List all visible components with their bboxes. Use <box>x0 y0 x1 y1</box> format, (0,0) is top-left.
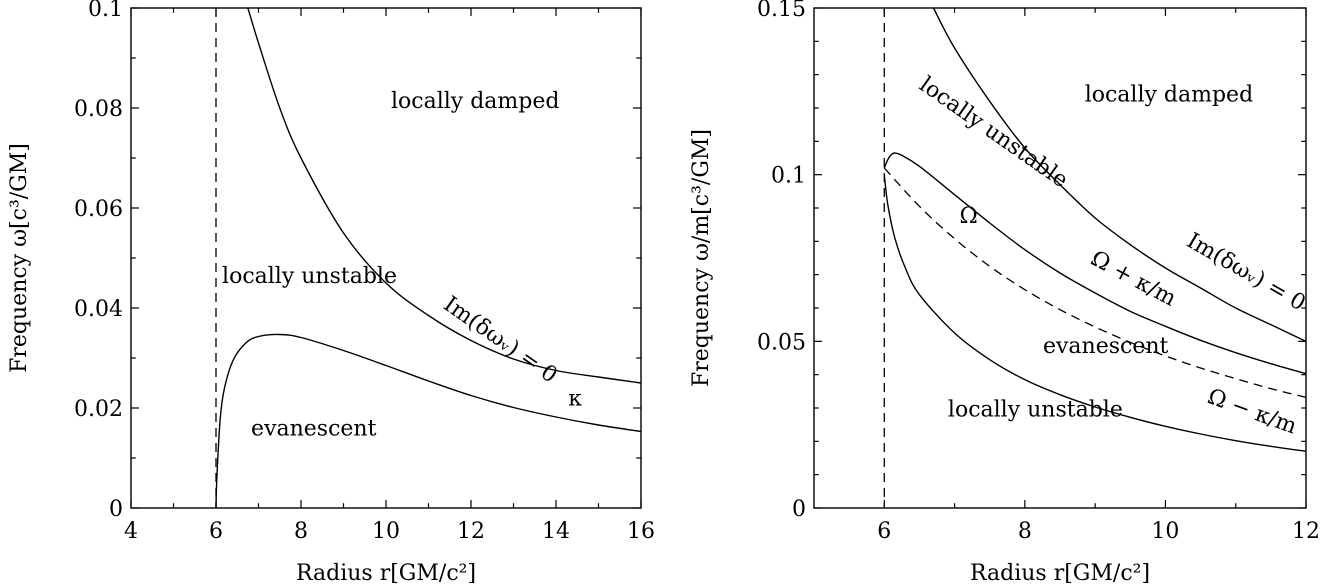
y-tick-label: 0.1 <box>771 164 806 189</box>
y-tick-label: 0 <box>109 497 123 522</box>
annotation-label: locally unstable <box>948 397 1123 422</box>
x-tick-label: 6 <box>209 519 223 544</box>
x-tick-label: 6 <box>877 519 891 544</box>
x-tick-label: 16 <box>627 519 655 544</box>
y-axis-label: Frequency ω/m[c³/GM] <box>689 129 714 387</box>
annotation-label: Im(δωᵥ) = 0 <box>1182 228 1309 316</box>
series-line-3 <box>883 174 1307 453</box>
annotation-label: evanescent <box>251 417 377 442</box>
annotation-label: locally damped <box>391 89 559 114</box>
annotation-label: κ <box>568 387 582 412</box>
series-line-0 <box>932 7 1307 342</box>
x-axis-label: Radius r[GM/c²] <box>970 561 1150 586</box>
plot-frame <box>813 7 1307 509</box>
y-tick-label: 0 <box>792 497 806 522</box>
x-axis-label: Radius r[GM/c²] <box>296 561 476 586</box>
series-line-1 <box>215 333 642 509</box>
x-tick-label: 14 <box>542 519 570 544</box>
x-tick-label: 8 <box>1018 519 1032 544</box>
annotation-label: Im(δωᵥ) = 0 <box>439 292 562 388</box>
x-tick-label: 8 <box>294 519 308 544</box>
x-tick-label: 4 <box>124 519 138 544</box>
plot-frame <box>130 7 642 509</box>
x-tick-label: 10 <box>372 519 400 544</box>
annotation-label: locally damped <box>1085 82 1253 107</box>
annotation-label: Ω <box>960 204 978 229</box>
x-tick-label: 10 <box>1151 519 1179 544</box>
y-tick-label: 0.06 <box>74 197 123 222</box>
series-line-0 <box>247 7 642 384</box>
series-line-1 <box>883 152 1307 375</box>
y-tick-label: 0.04 <box>74 297 123 322</box>
annotation-label: locally unstable <box>915 72 1073 193</box>
annotation-label: locally unstable <box>222 264 397 289</box>
annotation-label: evanescent <box>1043 334 1169 359</box>
left-chart: 4 6 8 10 12 14 16 0 0.02 0.04 0.06 0.08 0.1 locally d… <box>7 0 655 586</box>
right-chart: 6 8 10 12 0 0.05 0.1 0.15 locally damped locally … <box>689 0 1320 586</box>
y-tick-label: 0.15 <box>757 0 806 22</box>
y-tick-label: 0.02 <box>74 397 123 422</box>
y-tick-label: 0.08 <box>74 97 123 122</box>
x-tick-label: 12 <box>1292 519 1320 544</box>
y-tick-label: 0.05 <box>757 330 806 355</box>
y-tick-label: 0.1 <box>88 0 123 22</box>
y-axis-label: Frequency ω[c³/GM] <box>7 143 32 373</box>
annotation-label: Ω + κ/m <box>1087 246 1181 312</box>
x-tick-label: 12 <box>457 519 485 544</box>
